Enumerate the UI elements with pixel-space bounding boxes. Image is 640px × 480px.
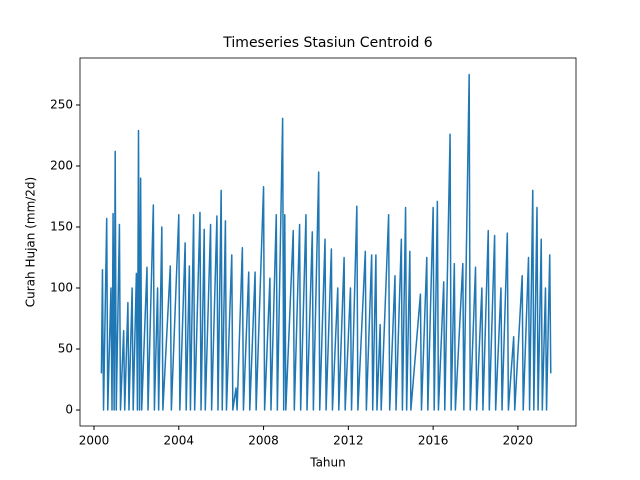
y-tick-label: 150: [50, 219, 73, 233]
y-axis-label: Curah Hujan (mm/2d): [24, 177, 38, 307]
x-tick-label: 2000: [79, 434, 110, 448]
x-tick-label: 2004: [164, 434, 195, 448]
y-tick-label: 50: [58, 342, 73, 356]
y-tick-label: 250: [50, 97, 73, 111]
x-tick-label: 2020: [503, 434, 534, 448]
chart-title: Timeseries Stasiun Centroid 6: [222, 35, 432, 51]
y-tick-label: 0: [65, 403, 73, 417]
line-series: [100, 73, 552, 411]
y-tick-label: 100: [50, 281, 73, 295]
y-tick-label: 200: [50, 158, 73, 172]
x-tick-label: 2012: [333, 434, 364, 448]
x-tick-label: 2008: [248, 434, 279, 448]
x-tick-label: 2016: [418, 434, 449, 448]
x-axis-label: Tahun: [309, 456, 346, 470]
plot-frame: [79, 57, 577, 427]
